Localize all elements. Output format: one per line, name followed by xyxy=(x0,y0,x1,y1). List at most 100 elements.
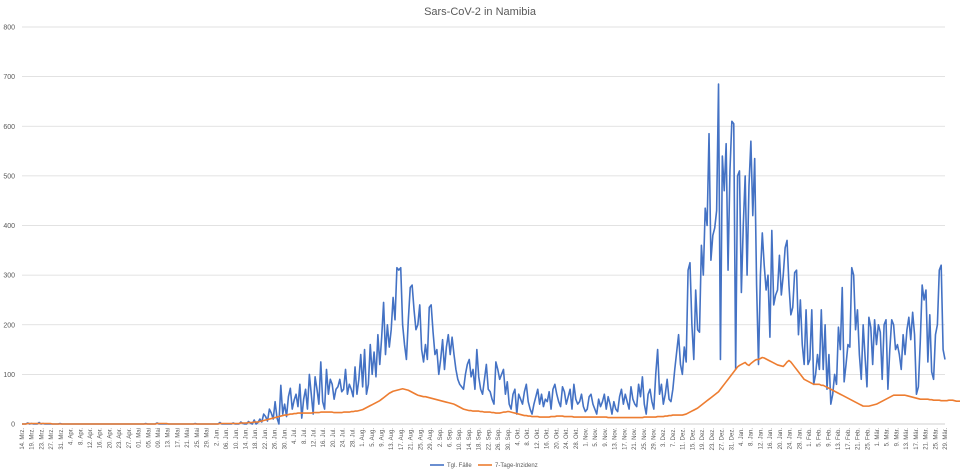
x-tick-label: 31. Dez. xyxy=(729,428,735,451)
chart-title: Sars-CoV-2 in Namibia xyxy=(424,6,537,18)
x-tick-label: 4. Apr. xyxy=(69,428,75,445)
x-tick-label: 5. Aug. xyxy=(370,428,376,447)
x-tick-label: 16. Apr. xyxy=(98,428,104,449)
y-tick-label: 300 xyxy=(3,273,15,280)
x-tick-label: 17. Feb. xyxy=(846,428,852,450)
x-tick-label: 9. Feb. xyxy=(826,428,832,447)
x-tick-label: 3. Dez. xyxy=(661,428,667,447)
x-tick-label: 1. Feb. xyxy=(807,428,813,447)
x-tick-label: 8. Jul. xyxy=(302,428,308,444)
x-tick-label: 4. Okt. xyxy=(516,428,522,446)
x-tick-label: 16. Jan. xyxy=(768,428,774,450)
x-tick-label: 28. Okt. xyxy=(574,428,580,449)
x-tick-label: 7. Dez. xyxy=(671,428,677,447)
x-tick-label: 21. Mai xyxy=(185,428,191,448)
x-tick-label: 5. Mär. xyxy=(885,428,891,447)
y-tick-label: 800 xyxy=(3,25,15,32)
x-tick-label: 6. Sep. xyxy=(447,428,453,447)
x-tick-label: 2. Sep. xyxy=(438,428,444,447)
x-tick-label: 17. Aug. xyxy=(399,428,405,450)
x-tick-label: 18. Sep. xyxy=(477,428,483,451)
x-tick-label: 13. Aug. xyxy=(389,428,395,450)
x-tick-label: 1. Nov. xyxy=(584,428,590,447)
x-tick-label: 8. Okt. xyxy=(525,428,531,446)
x-tick-label: 01. Mai xyxy=(137,428,143,448)
y-axis-ticks: 0 100 200 300 400 500 600 700 800 xyxy=(3,25,15,429)
y-tick-label: 100 xyxy=(3,372,15,379)
x-tick-label: 8. Apr. xyxy=(78,428,84,445)
x-tick-label: 27. Apr. xyxy=(127,428,133,449)
x-tick-label: 9. Mär. xyxy=(894,428,900,447)
gridlines xyxy=(22,26,945,425)
x-tick-label: 20. Apr. xyxy=(107,428,113,449)
x-tick-label: 17. Mär. xyxy=(914,428,920,450)
x-tick-label: 14. Mrz. xyxy=(20,428,26,450)
series-lines xyxy=(22,83,960,425)
x-tick-label: 06. Jun. xyxy=(224,428,230,450)
series-line-0 xyxy=(22,83,946,425)
x-tick-label: 9. Aug. xyxy=(379,428,385,447)
x-tick-label: 10. Sep. xyxy=(457,428,463,451)
x-tick-label: 4. Jan. xyxy=(739,428,745,446)
x-tick-label: 12. Jan. xyxy=(758,428,764,450)
x-tick-label: 22. Jun. xyxy=(263,428,269,450)
x-tick-label: 16. Okt. xyxy=(545,428,551,449)
x-tick-label: 19. Mrz. xyxy=(30,428,36,450)
x-tick-label: 14. Sep. xyxy=(467,428,473,451)
x-tick-label: 05. Mai xyxy=(146,428,152,448)
x-tick-label: 23. Mrz. xyxy=(39,428,45,450)
x-tick-label: 17. Mai xyxy=(175,428,181,448)
legend-label: Tgl. Fälle xyxy=(447,463,472,469)
x-tick-label: 11. Dez. xyxy=(681,428,687,450)
x-tick-label: 20. Jan. xyxy=(778,428,784,450)
x-tick-label: 27. Dez. xyxy=(720,428,726,451)
x-tick-label: 25. Aug. xyxy=(418,428,424,450)
x-tick-label: 12. Apr. xyxy=(88,428,94,449)
x-tick-label: 17. Nov. xyxy=(622,428,628,450)
x-tick-label: 12. Jul. xyxy=(311,428,317,448)
y-tick-label: 600 xyxy=(3,124,15,131)
y-tick-label: 500 xyxy=(3,173,15,180)
x-tick-label: 8. Jan. xyxy=(749,428,755,446)
y-tick-label: 700 xyxy=(3,74,15,81)
x-tick-label: 31. Mrz. xyxy=(59,428,65,450)
x-tick-label: 30. Jun. xyxy=(282,428,288,450)
x-tick-label: 22. Sep. xyxy=(486,428,492,451)
x-tick-label: 29. Aug. xyxy=(428,428,434,450)
legend: Tgl. Fälle 7-Tage-Inzidenz xyxy=(430,463,538,469)
x-tick-label: 20. Okt. xyxy=(554,428,560,449)
x-tick-label: 23. Dez. xyxy=(710,428,716,451)
x-tick-label: 21. Nov. xyxy=(632,428,638,450)
x-tick-label: 12. Okt. xyxy=(535,428,541,449)
x-tick-label: 28. Jan. xyxy=(797,428,803,450)
x-tick-label: 24. Jul. xyxy=(341,428,347,448)
x-tick-label: 4. Jul. xyxy=(292,428,298,444)
x-tick-label: 25. Mär. xyxy=(933,428,939,450)
x-tick-label: 26. Sep. xyxy=(496,428,502,451)
x-tick-label: 19. Dez. xyxy=(700,428,706,451)
x-tick-label: 13. Nov. xyxy=(613,428,619,450)
x-tick-label: 1. Mär. xyxy=(875,428,881,447)
x-tick-label: 18. Jun. xyxy=(253,428,259,450)
x-tick-label: 1. Aug. xyxy=(360,428,366,447)
y-tick-label: 0 xyxy=(11,422,15,429)
x-tick-label: 25. Nov. xyxy=(642,428,648,450)
x-tick-label: 14. Jun. xyxy=(243,428,249,450)
x-tick-label: 15. Dez. xyxy=(690,428,696,451)
x-tick-label: 16. Jul. xyxy=(321,428,327,448)
x-tick-label: 21. Aug. xyxy=(409,428,415,450)
x-tick-label: 28. Jul. xyxy=(350,428,356,448)
x-axis-ticks: 14. Mrz. 19. Mrz. 23. Mrz. 27. Mrz. 31. Mrz.… xyxy=(20,428,949,451)
x-tick-label: 29. Nov. xyxy=(652,428,658,450)
x-tick-label: 09. Mai xyxy=(156,428,162,448)
x-tick-label: 25. Feb. xyxy=(865,428,871,450)
x-tick-label: 29. Mai xyxy=(205,428,211,448)
x-tick-label: 27. Mrz. xyxy=(49,428,55,450)
x-tick-label: 24. Jan. xyxy=(788,428,794,450)
x-tick-label: 5. Feb. xyxy=(817,428,823,447)
y-tick-label: 400 xyxy=(3,223,15,230)
x-tick-label: 21. Feb. xyxy=(856,428,862,450)
x-tick-label: 20. Jul. xyxy=(331,428,337,448)
x-tick-label: 13. Mär. xyxy=(904,428,910,450)
